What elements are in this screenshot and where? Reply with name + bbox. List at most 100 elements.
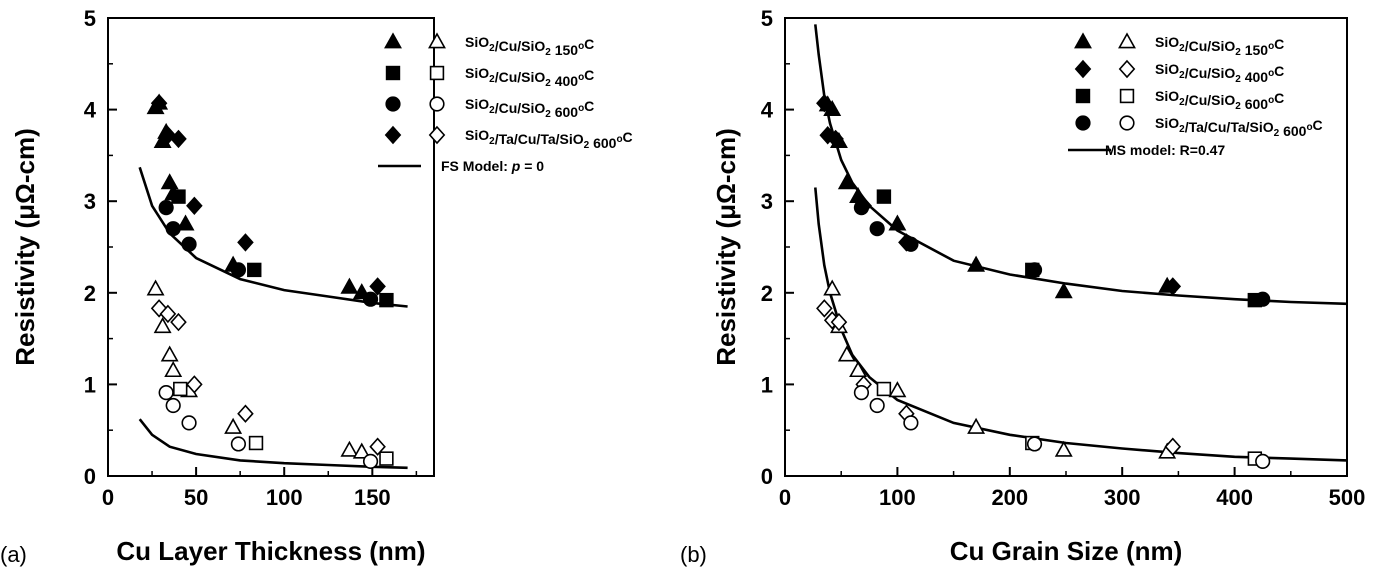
legend-text: C [584, 98, 594, 114]
legend-text: SiO [465, 34, 489, 50]
square-point [174, 383, 187, 396]
circle-point [855, 386, 869, 400]
circle-point [870, 399, 884, 413]
x-tick-label: 100 [879, 485, 916, 510]
legend-diamond-filled [1076, 61, 1090, 77]
circle-point [855, 201, 869, 215]
legend-square-open [431, 67, 444, 80]
circle-point [232, 437, 246, 451]
legend-text: 400 [551, 73, 578, 89]
panel-label: (b) [680, 542, 707, 567]
legend-text: FS Model: [441, 158, 512, 174]
y-axis-label: Resistivity (μΩ-cm) [10, 128, 40, 366]
circle-point [364, 292, 378, 306]
circle-point [232, 263, 246, 277]
circle-point [904, 416, 918, 430]
legend-label: MS model: R=0.47 [1105, 142, 1225, 158]
triangle-point [342, 442, 357, 456]
legend-triangle-open [1119, 34, 1134, 48]
panel-a: 0123450 50 100 150Cu Layer Thickness (nm)Re… [0, 6, 633, 567]
legend-circle-filled [1076, 116, 1090, 130]
legend-text: 150 [551, 42, 578, 58]
legend-text: /Cu/SiO [1185, 65, 1236, 81]
square-point [248, 264, 261, 277]
circle-point [1256, 455, 1270, 469]
x-tick-label: 0 [102, 485, 114, 510]
legend-text: 150 [1241, 42, 1268, 58]
legend-text: /Cu/SiO [1185, 92, 1236, 108]
legend-text: SiO [1155, 61, 1179, 77]
legend-text: SiO [465, 127, 489, 143]
legend-text: /Cu/SiO [495, 100, 546, 116]
legend-text: C [584, 36, 594, 52]
legend-square-filled [387, 67, 400, 80]
legend-text: SiO [1155, 115, 1179, 131]
circle-point [904, 237, 918, 251]
legend-text: /Cu/SiO [495, 69, 546, 85]
circle-point [159, 386, 173, 400]
circle-point [159, 201, 173, 215]
triangle-point [226, 419, 241, 433]
diamond-point [238, 406, 252, 422]
triangle-point [162, 175, 177, 189]
series-diamond-filled [152, 95, 385, 294]
legend-circle-open [430, 97, 444, 111]
series-triangle-open [825, 281, 1175, 458]
legend-text: C [584, 67, 594, 83]
triangle-point [1056, 284, 1071, 298]
legend-label: SiO2/Cu/SiO2 400oC [465, 65, 594, 89]
triangle-point [148, 281, 163, 295]
legend-circle-filled [386, 97, 400, 111]
legend-text-italic: p [511, 158, 521, 174]
y-tick-label: 2 [761, 281, 773, 306]
legend-text: /Ta/Cu/Ta/SiO [495, 131, 584, 147]
legend-text: /Cu/SiO [495, 38, 546, 54]
x-tick-label: 100 [266, 485, 303, 510]
square-point [380, 294, 393, 307]
legend-text: /Ta/Cu/Ta/SiO [1185, 119, 1274, 135]
circle-point [870, 222, 884, 236]
panel-label: (a) [0, 542, 27, 567]
legend-text: = 0 [520, 158, 544, 174]
series-triangle-open [148, 281, 369, 458]
legend-label: FS Model: p = 0 [441, 158, 544, 174]
triangle-point [166, 363, 181, 377]
legend-text: C [1313, 117, 1323, 133]
series-square-filled [878, 190, 1262, 306]
legend-triangle-filled [1075, 34, 1090, 48]
square-point [172, 190, 185, 203]
legend-label: SiO2/Ta/Cu/Ta/SiO2 600oC [1155, 115, 1323, 139]
x-tick-label: 300 [1104, 485, 1141, 510]
legend-text: C [1274, 63, 1284, 79]
y-tick-label: 3 [84, 189, 96, 214]
legend-text: SiO [465, 65, 489, 81]
y-tick-label: 0 [84, 464, 96, 489]
legend-triangle-open [429, 34, 444, 48]
legend-text: 400 [1241, 69, 1268, 85]
legend-text: 600 [1241, 96, 1268, 112]
square-point [878, 190, 891, 203]
circle-point [1028, 437, 1042, 451]
y-tick-label: 2 [84, 281, 96, 306]
plot-frame [785, 18, 1347, 476]
legend-label: SiO2/Cu/SiO2 600oC [1155, 88, 1284, 112]
legend-text: 600 [1279, 123, 1306, 139]
legend-text: 600 [551, 104, 578, 120]
legend-text: C [1274, 90, 1284, 106]
legend-text: C [623, 129, 633, 145]
square-point [380, 452, 393, 465]
square-point [878, 383, 891, 396]
series-diamond-open [152, 300, 385, 454]
y-tick-label: 1 [84, 372, 96, 397]
legend-label: SiO2/Cu/SiO2 600oC [465, 96, 594, 120]
circle-point [364, 455, 378, 469]
legend-text: /Cu/SiO [1185, 38, 1236, 54]
triangle-point [162, 347, 177, 361]
circle-point [166, 399, 180, 413]
legend-circle-open [1120, 116, 1134, 130]
circle-point [1256, 292, 1270, 306]
legend-diamond-open [430, 127, 444, 143]
triangle-point [342, 279, 357, 293]
square-point [250, 437, 263, 450]
